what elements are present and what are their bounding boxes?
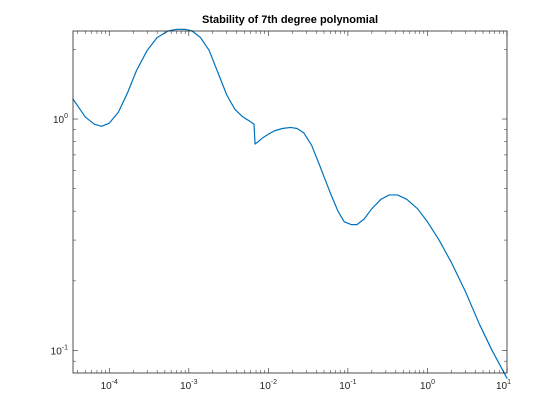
x-tick-label: 100 [420,379,435,392]
tick-base: 10 [496,381,508,392]
x-tick-label: 10-2 [260,379,277,392]
x-tick-label: 101 [496,379,511,392]
tick-exponent: 0 [431,379,435,386]
series-line-0 [72,28,508,379]
tick-base: 10 [53,115,65,126]
tick-base: 10 [51,347,63,358]
tick-base: 10 [180,381,192,392]
axes-box [72,30,508,374]
tick-base: 10 [260,381,272,392]
tick-exponent: -1 [350,379,356,386]
x-tick-label: 10-3 [180,379,197,392]
tick-exponent: 0 [64,113,68,120]
chart-title: Stability of 7th degree polynomial [202,14,378,26]
tick-base: 10 [420,381,432,392]
tick-exponent: -4 [112,379,118,386]
y-tick-label: 10-1 [51,345,68,358]
tick-exponent: 1 [507,379,511,386]
tick-exponent: -2 [271,379,277,386]
tick-exponent: -3 [191,379,197,386]
x-tick-label: 10-1 [339,379,356,392]
y-tick-label: 100 [53,113,68,126]
tick-base: 10 [339,381,351,392]
tick-exponent: -1 [62,345,68,352]
x-tick-label: 10-4 [101,379,118,392]
tick-base: 10 [101,381,113,392]
